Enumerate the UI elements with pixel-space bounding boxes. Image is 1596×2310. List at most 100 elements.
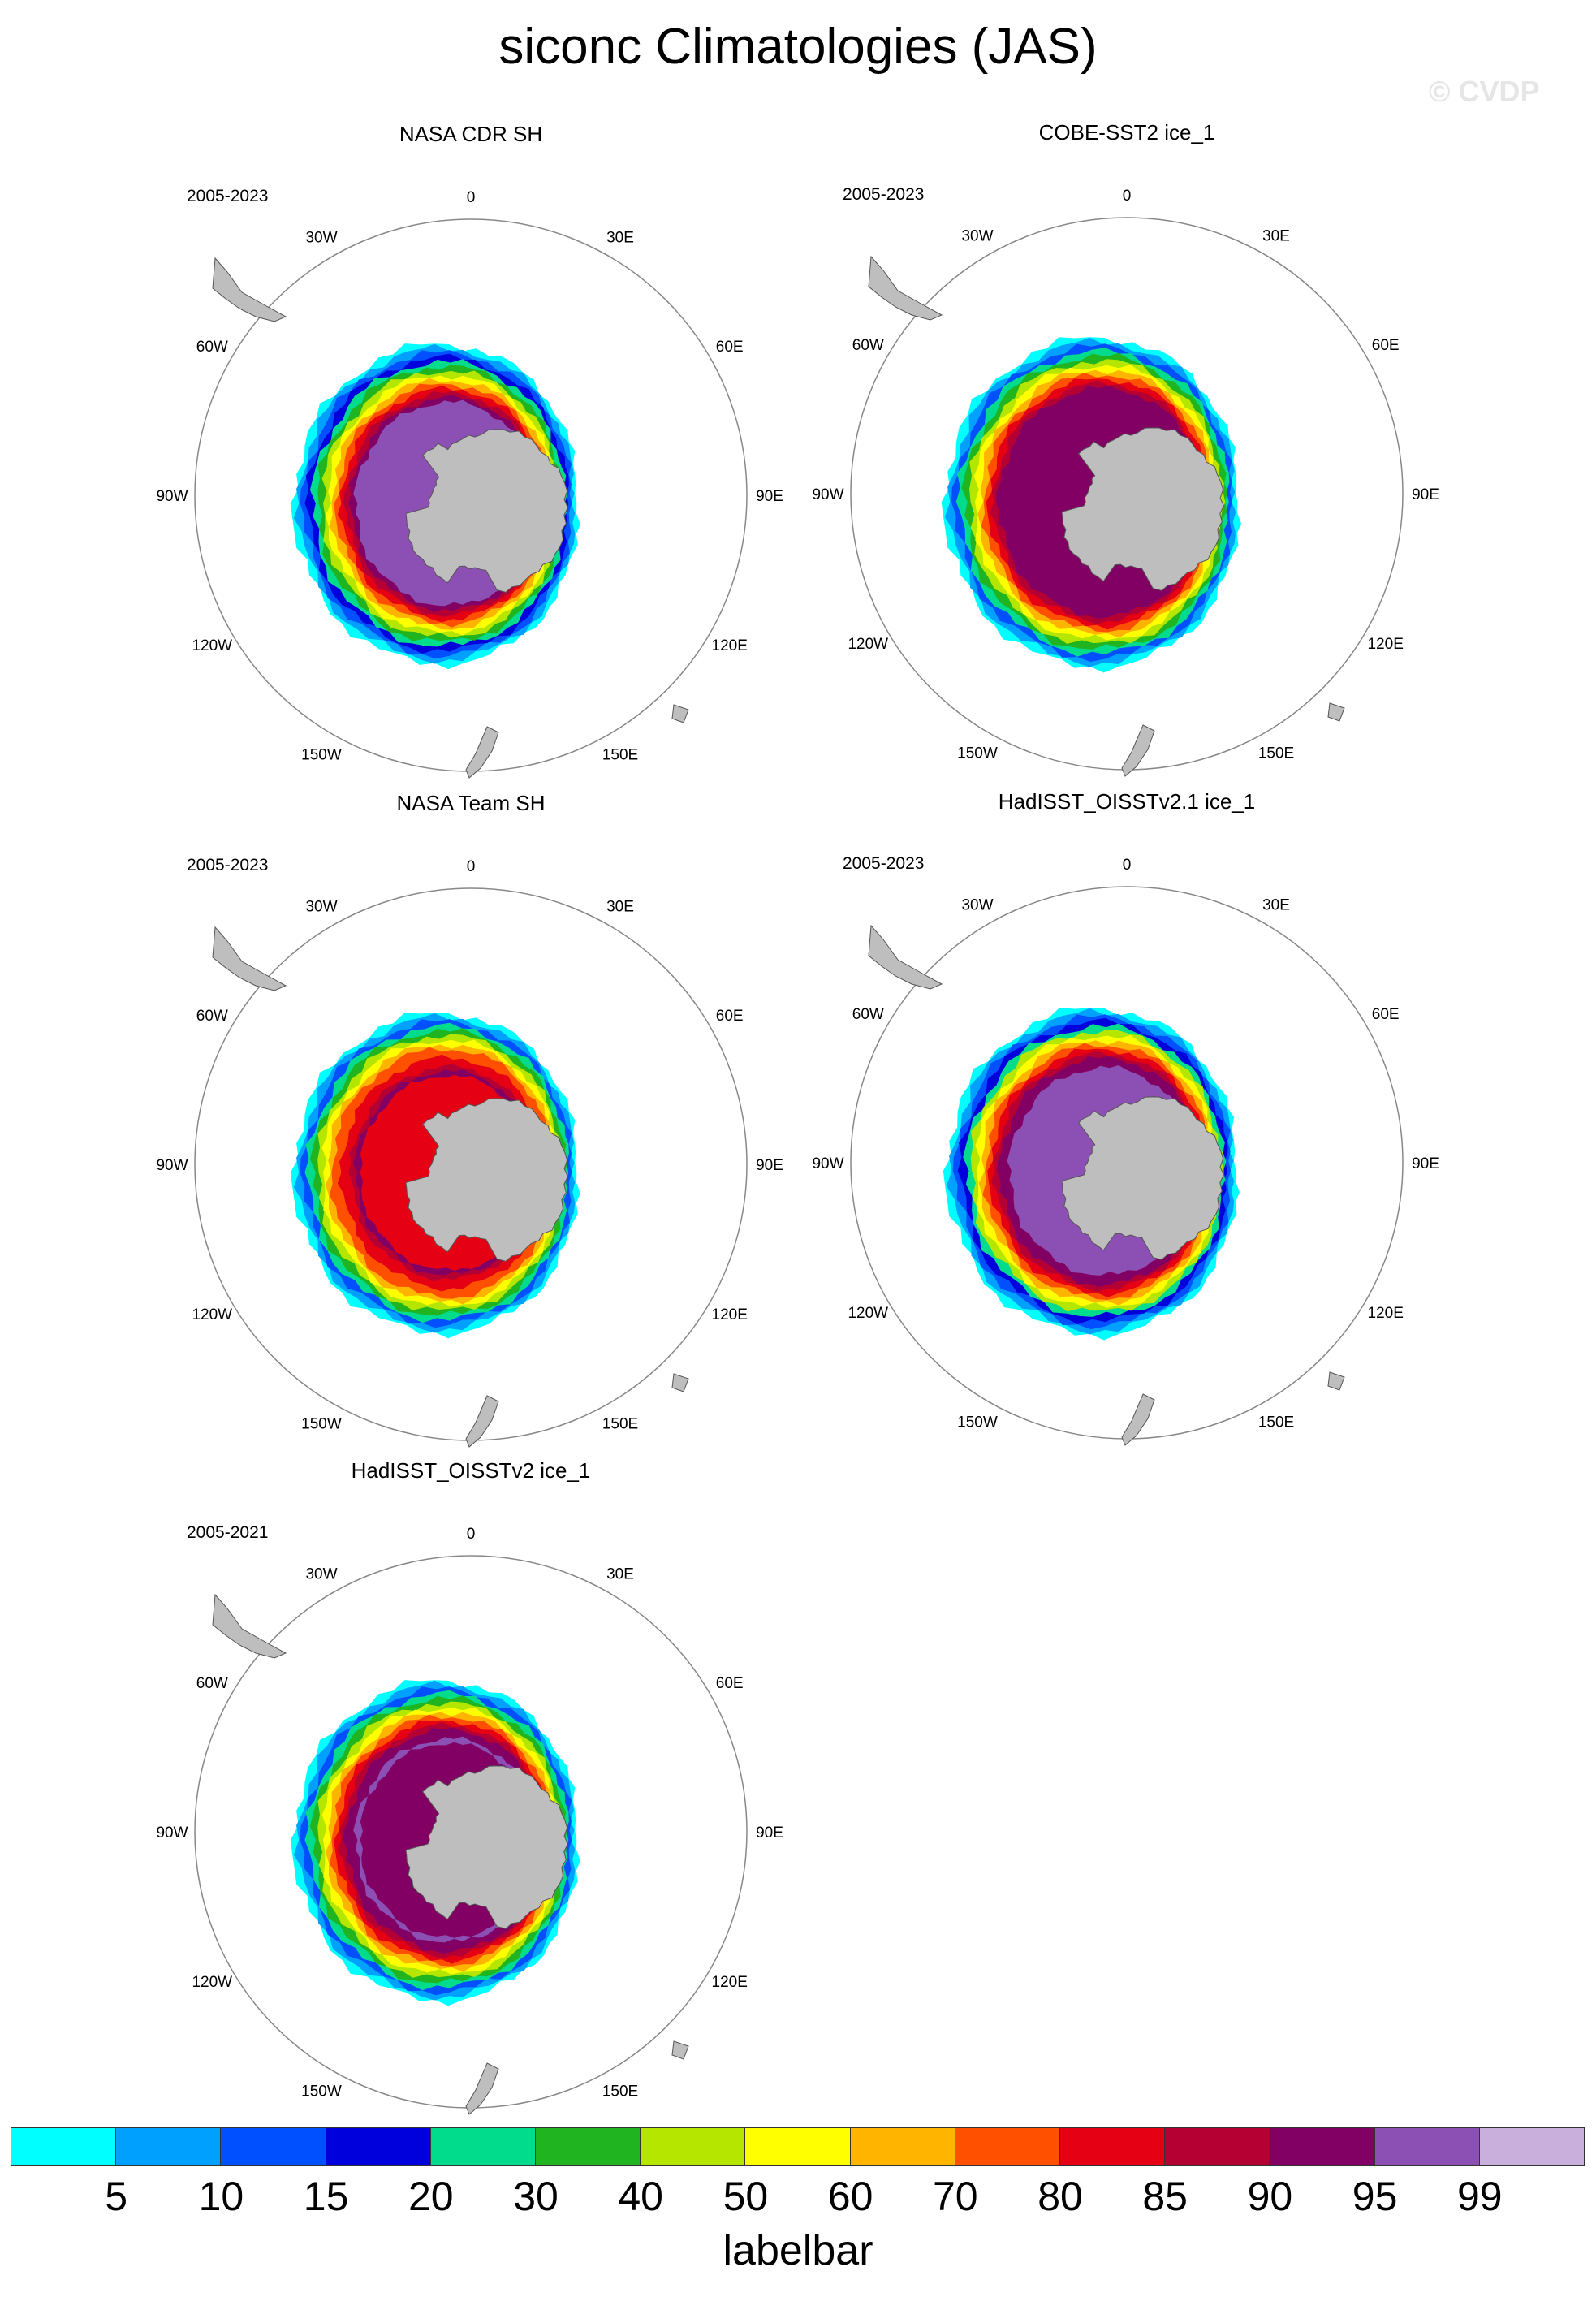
labelbar-box — [1374, 2127, 1480, 2166]
labelbar-tick-label: 90 — [1247, 2174, 1293, 2219]
period-label: 2005-2021 — [187, 1523, 269, 1542]
labelbar-box — [429, 2127, 537, 2166]
panel-title: COBE-SST2 ice_1 — [1038, 120, 1215, 145]
longitude-label-30w: 30W — [305, 1565, 337, 1582]
longitude-label-90w: 90W — [156, 488, 188, 505]
period-label: 2005-2023 — [187, 856, 269, 874]
labelbar-box — [744, 2127, 851, 2166]
labelbar-tick-label: 95 — [1352, 2174, 1398, 2219]
longitude-label-120w: 120W — [848, 636, 888, 653]
longitude-label-90e: 90E — [756, 1157, 783, 1174]
figure-title: siconc Climatologies (JAS) — [498, 19, 1098, 75]
longitude-label-30e: 30E — [606, 229, 634, 246]
labelbar-box — [1269, 2127, 1375, 2166]
longitude-label-60e: 60E — [1372, 337, 1400, 354]
longitude-label-150w: 150W — [301, 747, 342, 764]
longitude-label-60w: 60W — [196, 1675, 228, 1692]
tasmania-landmass — [671, 704, 689, 723]
antarctica-landmass — [1061, 427, 1224, 591]
longitude-label-0: 0 — [1123, 857, 1132, 874]
antarctica-landmass — [405, 1765, 568, 1929]
labelbar-box — [849, 2127, 955, 2166]
longitude-label-90w: 90W — [812, 1155, 843, 1172]
labelbar-box — [115, 2127, 222, 2166]
polar-map: 0 30E 60E 90E 120E 150E 180 150W 120W 90W 60W 30W — [156, 1526, 783, 2124]
longitude-label-180: 180 — [458, 1456, 484, 1457]
longitude-label-120e: 120E — [712, 637, 748, 654]
labelbar-tick-label: 99 — [1456, 2174, 1503, 2219]
labelbar-tick-label: 60 — [827, 2174, 873, 2219]
new-zealand-landmass — [465, 1395, 499, 1448]
longitude-label-0: 0 — [467, 1526, 476, 1543]
longitude-label-150w: 150W — [301, 1416, 342, 1433]
longitude-label-120w: 120W — [192, 637, 232, 654]
longitude-label-90w: 90W — [812, 486, 843, 503]
labelbar-box — [11, 2127, 117, 2166]
labelbar-box — [220, 2127, 326, 2166]
longitude-label-30e: 30E — [606, 898, 634, 915]
longitude-label-30w: 30W — [305, 229, 337, 246]
longitude-label-0: 0 — [1123, 188, 1132, 205]
longitude-label-30w: 30W — [305, 898, 337, 915]
labelbar-tick-label: 15 — [303, 2174, 349, 2219]
labelbar-ticks: 5 10 15 20 30 40 50 60 70 80 85 90 95 99 — [0, 2173, 1596, 2221]
antarctica-landmass — [405, 1098, 568, 1262]
longitude-label-150e: 150E — [602, 747, 638, 764]
longitude-label-150w: 150W — [301, 2083, 342, 2101]
longitude-label-120e: 120E — [712, 1306, 748, 1323]
new-zealand-landmass — [465, 726, 499, 779]
longitude-label-150w: 150W — [957, 745, 998, 762]
labelbar-tick-label: 70 — [932, 2174, 978, 2219]
south-america-landmass — [212, 257, 287, 322]
tasmania-landmass — [1327, 1371, 1345, 1391]
new-zealand-landmass — [1121, 724, 1155, 777]
longitude-label-180: 180 — [458, 2123, 484, 2124]
longitude-label-180: 180 — [458, 787, 484, 788]
longitude-label-120w: 120W — [192, 1974, 232, 1991]
polar-map: 0 30E 60E 90E 120E 150E 180 150W 120W 90W 60W 30W — [812, 188, 1439, 786]
labelbar-box — [1164, 2127, 1270, 2166]
period-label: 2005-2023 — [843, 185, 925, 204]
period-label: 2005-2023 — [843, 854, 925, 873]
longitude-label-30e: 30E — [606, 1565, 634, 1582]
labelbar-box — [325, 2127, 431, 2166]
longitude-label-90e: 90E — [1412, 486, 1439, 503]
longitude-label-60e: 60E — [716, 1008, 744, 1025]
longitude-label-120w: 120W — [848, 1305, 888, 1322]
longitude-label-150e: 150E — [1258, 1414, 1294, 1431]
map-panel-nasa-cdr: NASA CDR SH 2005-2023 0 30E 60E 90E 120E 150E 18… — [106, 122, 836, 788]
longitude-label-60w: 60W — [196, 1008, 228, 1025]
labelbar-title: labelbar — [723, 2227, 873, 2274]
longitude-label-120w: 120W — [192, 1306, 232, 1323]
labelbar-tick-label: 10 — [198, 2174, 244, 2219]
labelbar-tick-label: 50 — [723, 2174, 769, 2219]
polar-map: 0 30E 60E 90E 120E 150E 180 150W 120W 90W 60W 30W — [156, 858, 783, 1457]
labelbar-tick-label: 85 — [1142, 2174, 1188, 2219]
longitude-label-0: 0 — [467, 858, 476, 875]
longitude-label-30e: 30E — [1262, 227, 1290, 244]
longitude-label-90e: 90E — [756, 488, 783, 505]
longitude-label-60w: 60W — [196, 339, 228, 356]
new-zealand-landmass — [1121, 1393, 1155, 1446]
longitude-label-120e: 120E — [1368, 636, 1404, 653]
labelbar — [11, 2127, 1585, 2166]
longitude-label-120e: 120E — [712, 1974, 748, 1991]
period-label: 2005-2023 — [187, 187, 269, 205]
south-america-landmass — [212, 1593, 287, 1659]
longitude-label-30e: 30E — [1262, 896, 1290, 913]
south-america-landmass — [868, 924, 943, 990]
panel-title: NASA CDR SH — [399, 122, 543, 146]
longitude-label-60e: 60E — [716, 339, 744, 356]
map-panel-hadisst-oisstv21: HadISST_OISSTv2.1 ice_1 2005-2023 0 30E 60E 9… — [761, 789, 1492, 1455]
labelbar-tick-label: 30 — [513, 2174, 559, 2219]
labelbar-box — [535, 2127, 641, 2166]
polar-map: 0 30E 60E 90E 120E 150E 180 150W 120W 90W 60W 30W — [156, 189, 783, 788]
labelbar-tick-label: 80 — [1037, 2174, 1083, 2219]
longitude-label-150w: 150W — [957, 1414, 998, 1431]
longitude-label-150e: 150E — [602, 1416, 638, 1433]
map-panel-cobe-sst2: COBE-SST2 ice_1 2005-2023 0 30E 60E 90E 120E 15… — [761, 120, 1492, 786]
polar-map: 0 30E 60E 90E 120E 150E 180 150W 120W 90W 60W 30W — [812, 857, 1439, 1455]
longitude-label-30w: 30W — [961, 896, 993, 913]
longitude-label-150e: 150E — [602, 2083, 638, 2101]
south-america-landmass — [868, 255, 943, 321]
